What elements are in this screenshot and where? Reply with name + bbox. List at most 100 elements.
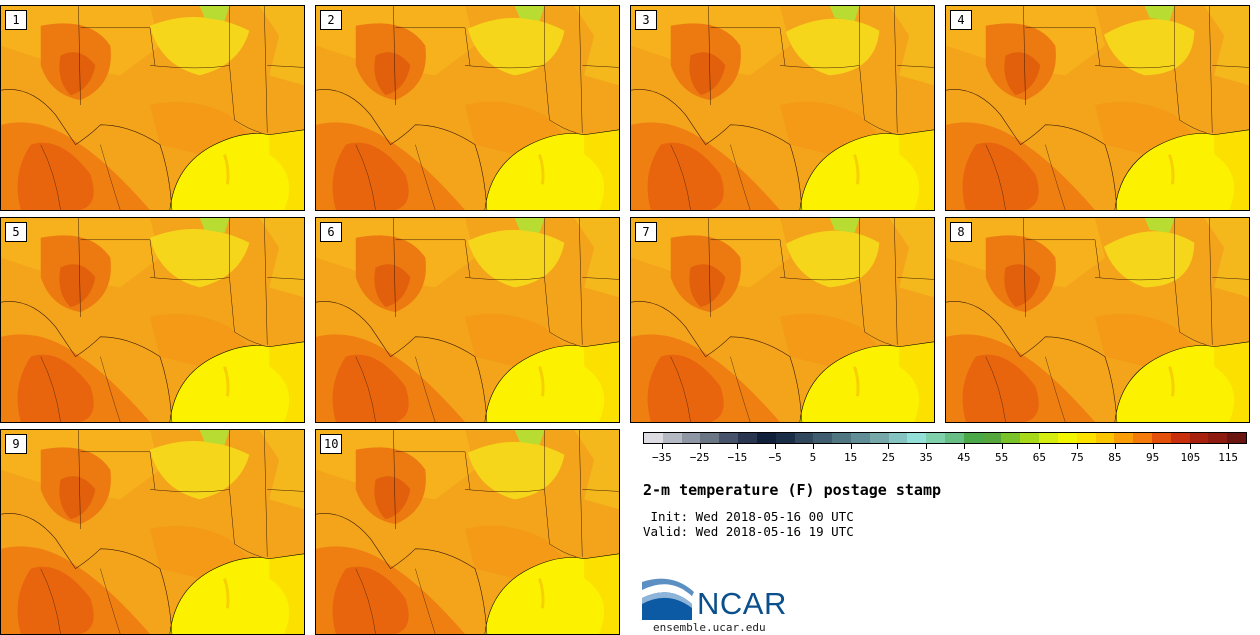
colorbar-tick-mark	[699, 444, 701, 449]
colorbar-swatch	[1133, 433, 1152, 443]
colorbar-swatch	[1151, 433, 1171, 443]
panel-number-label: 7	[635, 222, 657, 242]
colorbar-swatch	[794, 433, 814, 443]
colorbar-swatch	[1208, 433, 1228, 443]
colorbar-swatch	[1189, 433, 1209, 443]
temperature-map	[946, 6, 1249, 210]
ncar-logo-icon	[642, 578, 694, 620]
panel-member-7[interactable]: 7	[630, 217, 935, 423]
temperature-map	[316, 430, 619, 634]
site-url[interactable]: ensemble.ucar.edu	[653, 621, 766, 634]
panel-member-6[interactable]: 6	[315, 217, 620, 423]
colorbar-tick-mark	[775, 444, 777, 449]
colorbar-swatch	[963, 433, 983, 443]
colorbar-swatch	[738, 433, 757, 443]
colorbar-tick-label: −35	[651, 451, 672, 464]
temperature-map	[631, 218, 934, 422]
colorbar-swatch	[982, 433, 1002, 443]
colorbar-tick-mark	[1228, 444, 1230, 449]
colorbar-tick-mark	[926, 444, 928, 449]
colorbar-tick-mark	[812, 444, 814, 449]
colorbar-swatch	[681, 433, 701, 443]
colorbar-swatch	[775, 433, 795, 443]
colorbar-tick-mark	[1077, 444, 1079, 449]
temperature-map	[316, 218, 619, 422]
colorbar-swatch	[945, 433, 964, 443]
panel-number-label: 4	[950, 10, 972, 30]
panel-member-1[interactable]: 1	[0, 5, 305, 211]
colorbar-tick-label: 95	[1146, 451, 1160, 464]
colorbar-tick-label: −5	[768, 451, 782, 464]
colorbar-tick-mark	[888, 444, 890, 449]
colorbar-swatch	[1076, 433, 1096, 443]
panel-number-label: 3	[635, 10, 657, 30]
temperature-map	[1, 6, 304, 210]
colorbar-tick-mark	[1190, 444, 1192, 449]
colorbar-tick-mark	[850, 444, 852, 449]
colorbar-tick-label: 15	[844, 451, 858, 464]
colorbar-tick-label: 25	[881, 451, 895, 464]
colorbar-swatch	[869, 433, 889, 443]
colorbar	[643, 432, 1247, 444]
colorbar-swatch	[662, 433, 682, 443]
colorbar-tick-mark	[737, 444, 739, 449]
colorbar-swatch	[1039, 433, 1058, 443]
panel-member-2[interactable]: 2	[315, 5, 620, 211]
colorbar-swatch	[832, 433, 851, 443]
valid-time: Valid: Wed 2018-05-16 19 UTC	[643, 524, 854, 539]
temperature-map	[1, 430, 304, 634]
panel-number-label: 8	[950, 222, 972, 242]
colorbar-swatch	[1095, 433, 1115, 443]
colorbar-swatch	[1114, 433, 1134, 443]
colorbar-swatch	[1057, 433, 1077, 443]
colorbar-tick-mark	[963, 444, 965, 449]
panel-number-label: 10	[320, 434, 343, 454]
panel-member-10[interactable]: 10	[315, 429, 620, 635]
colorbar-tick-label: 55	[995, 451, 1009, 464]
colorbar-tick-label: 75	[1070, 451, 1084, 464]
colorbar-tick-label: 45	[957, 451, 971, 464]
colorbar-swatch	[1170, 433, 1190, 443]
colorbar-tick-label: 105	[1180, 451, 1201, 464]
colorbar-swatch	[926, 433, 945, 443]
colorbar-swatch	[1227, 433, 1246, 443]
colorbar-swatch	[700, 433, 720, 443]
colorbar-swatch	[907, 433, 927, 443]
panel-number-label: 6	[320, 222, 342, 242]
colorbar-swatch	[1020, 433, 1040, 443]
panel-number-label: 9	[5, 434, 27, 454]
chart-title: 2-m temperature (F) postage stamp	[643, 481, 942, 499]
colorbar-tick-mark	[1114, 444, 1116, 449]
colorbar-tick-label: −25	[689, 451, 710, 464]
temperature-map	[631, 6, 934, 210]
colorbar-swatch	[719, 433, 739, 443]
colorbar-swatch	[850, 433, 870, 443]
colorbar-swatch	[813, 433, 833, 443]
panel-number-label: 5	[5, 222, 27, 242]
colorbar-tick-label: 115	[1218, 451, 1239, 464]
colorbar-swatch	[888, 433, 908, 443]
colorbar-swatch	[756, 433, 776, 443]
panel-member-9[interactable]: 9	[0, 429, 305, 635]
colorbar-tick-label: 65	[1032, 451, 1046, 464]
colorbar-swatch	[1001, 433, 1021, 443]
colorbar-tick-label: 5	[809, 451, 817, 464]
init-time: Init: Wed 2018-05-16 00 UTC	[643, 509, 854, 524]
panel-number-label: 2	[320, 10, 342, 30]
colorbar-tick-mark	[1152, 444, 1154, 449]
colorbar-tick-label: 85	[1108, 451, 1122, 464]
colorbar-tick-label: 35	[919, 451, 933, 464]
panel-member-4[interactable]: 4	[945, 5, 1250, 211]
panel-member-5[interactable]: 5	[0, 217, 305, 423]
ncar-logo-text: NCAR	[697, 586, 787, 621]
temperature-map	[1, 218, 304, 422]
panel-member-8[interactable]: 8	[945, 217, 1250, 423]
colorbar-tick-mark	[661, 444, 663, 449]
temperature-map	[946, 218, 1249, 422]
colorbar-swatch	[644, 433, 663, 443]
temperature-map	[316, 6, 619, 210]
colorbar-ticks: −35 −25 −15 −5 5 15 25 35 45 55 65 75 85 95 105 115	[643, 444, 1247, 474]
panel-number-label: 1	[5, 10, 27, 30]
colorbar-tick-label: −15	[727, 451, 748, 464]
panel-member-3[interactable]: 3	[630, 5, 935, 211]
